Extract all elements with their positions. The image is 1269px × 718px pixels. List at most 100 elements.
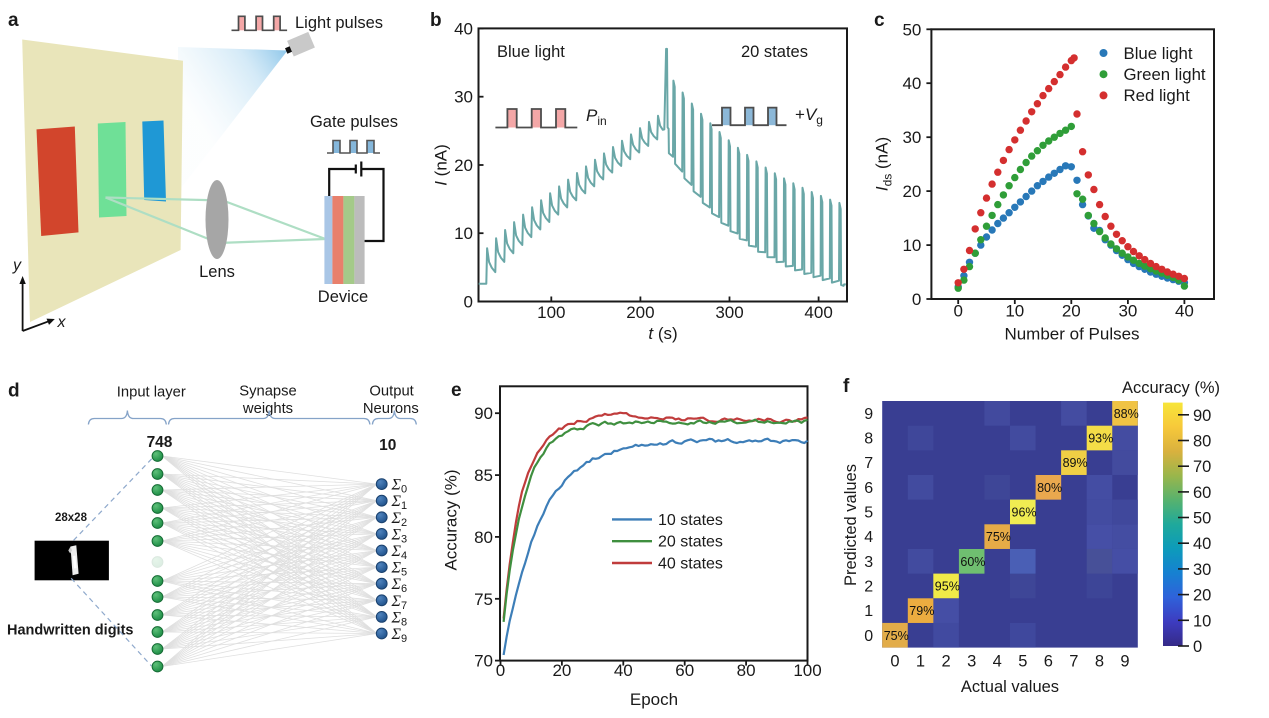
svg-text:e: e (451, 380, 462, 401)
svg-text:f: f (843, 376, 850, 397)
svg-text:100: 100 (537, 303, 565, 322)
svg-text:75%: 75% (884, 629, 909, 643)
svg-text:20: 20 (902, 182, 921, 201)
svg-text:Input layer: Input layer (117, 384, 186, 400)
svg-text:80: 80 (737, 661, 756, 680)
svg-text:7: 7 (1069, 653, 1078, 671)
svg-text:Light pulses: Light pulses (295, 14, 383, 32)
svg-text:40: 40 (454, 19, 473, 38)
svg-text:Blue light: Blue light (1124, 44, 1193, 63)
svg-text:Σ7: Σ7 (391, 593, 408, 612)
svg-text:Red light: Red light (1124, 86, 1191, 105)
svg-text:Ids (nA): Ids (nA) (873, 137, 895, 191)
svg-text:x: x (57, 314, 67, 331)
svg-text:10: 10 (1005, 302, 1024, 321)
svg-text:Accuracy (%): Accuracy (%) (442, 469, 461, 570)
svg-text:Accuracy (%): Accuracy (%) (1122, 379, 1220, 397)
svg-text:0: 0 (464, 293, 473, 312)
svg-text:8: 8 (864, 431, 873, 448)
svg-text:6: 6 (1044, 653, 1053, 671)
svg-text:t (s): t (s) (648, 324, 677, 343)
svg-text:90: 90 (1193, 407, 1211, 425)
svg-text:40: 40 (902, 74, 921, 93)
svg-text:Predicted values: Predicted values (842, 464, 860, 586)
svg-text:1: 1 (916, 653, 925, 671)
svg-text:40: 40 (1175, 302, 1194, 321)
svg-text:7: 7 (864, 455, 873, 472)
svg-text:93%: 93% (1088, 432, 1113, 446)
svg-text:200: 200 (626, 303, 654, 322)
svg-text:Green light: Green light (1124, 65, 1206, 84)
svg-text:300: 300 (715, 303, 743, 322)
svg-text:Σ4: Σ4 (391, 543, 408, 562)
svg-text:80%: 80% (1037, 481, 1062, 495)
svg-text:748: 748 (147, 434, 173, 451)
svg-text:85: 85 (474, 466, 493, 485)
svg-text:10: 10 (379, 437, 396, 454)
svg-text:5: 5 (864, 505, 873, 522)
svg-text:30: 30 (1193, 561, 1211, 579)
svg-text:70: 70 (474, 652, 493, 671)
svg-text:30: 30 (1118, 302, 1137, 321)
svg-text:4: 4 (864, 529, 873, 546)
svg-text:Σ0: Σ0 (391, 477, 408, 496)
svg-text:400: 400 (804, 303, 832, 322)
svg-text:89%: 89% (1063, 456, 1088, 470)
svg-text:20: 20 (454, 156, 473, 175)
svg-text:b: b (430, 10, 442, 31)
svg-text:50: 50 (902, 20, 921, 39)
svg-text:20 states: 20 states (741, 43, 808, 61)
svg-text:1: 1 (864, 603, 873, 620)
svg-text:0: 0 (1193, 638, 1202, 656)
svg-text:3: 3 (864, 554, 873, 571)
svg-text:0: 0 (912, 290, 921, 309)
svg-text:40: 40 (614, 661, 633, 680)
svg-text:Actual values: Actual values (961, 678, 1059, 696)
svg-text:4: 4 (993, 653, 1002, 671)
svg-text:weights: weights (242, 401, 293, 417)
svg-text:Blue light: Blue light (497, 43, 565, 61)
svg-text:80: 80 (1193, 433, 1211, 451)
svg-text:a: a (8, 10, 19, 31)
svg-text:10: 10 (1193, 612, 1211, 630)
svg-text:Device: Device (318, 288, 368, 306)
svg-text:Pin: Pin (586, 106, 607, 128)
svg-text:Output: Output (369, 383, 413, 399)
svg-text:Lens: Lens (199, 263, 235, 281)
svg-text:75: 75 (474, 590, 493, 609)
svg-text:20: 20 (1193, 587, 1211, 605)
svg-text:50: 50 (1193, 510, 1211, 528)
svg-text:20: 20 (1062, 302, 1081, 321)
svg-text:d: d (8, 381, 20, 402)
svg-text:5: 5 (1018, 653, 1027, 671)
svg-text:60: 60 (675, 661, 694, 680)
svg-text:100: 100 (793, 661, 821, 680)
svg-text:2: 2 (864, 579, 873, 596)
svg-text:3: 3 (967, 653, 976, 671)
svg-text:9: 9 (864, 406, 873, 423)
svg-text:Gate pulses: Gate pulses (310, 113, 398, 131)
svg-text:95%: 95% (935, 580, 960, 594)
svg-text:Σ6: Σ6 (391, 576, 408, 595)
svg-text:28x28: 28x28 (55, 512, 88, 524)
svg-text:70: 70 (1193, 458, 1211, 476)
svg-text:8: 8 (1095, 653, 1104, 671)
svg-text:Handwritten digits: Handwritten digits (7, 623, 133, 639)
svg-text:6: 6 (864, 480, 873, 497)
svg-text:Number of Pulses: Number of Pulses (1004, 325, 1139, 344)
svg-text:10: 10 (902, 236, 921, 255)
svg-text:0: 0 (890, 653, 899, 671)
svg-text:0: 0 (864, 628, 873, 645)
svg-text:Epoch: Epoch (630, 690, 678, 709)
svg-text:30: 30 (454, 88, 473, 107)
svg-text:0: 0 (953, 302, 962, 321)
svg-text:+Vg: +Vg (795, 105, 823, 127)
svg-text:Σ5: Σ5 (391, 560, 408, 579)
svg-text:79%: 79% (909, 604, 934, 618)
svg-text:Σ8: Σ8 (391, 609, 408, 628)
svg-text:96%: 96% (1012, 506, 1037, 520)
svg-text:y: y (12, 257, 22, 274)
svg-text:75%: 75% (986, 530, 1011, 544)
svg-text:40 states: 40 states (658, 556, 723, 573)
svg-text:10: 10 (454, 224, 473, 243)
